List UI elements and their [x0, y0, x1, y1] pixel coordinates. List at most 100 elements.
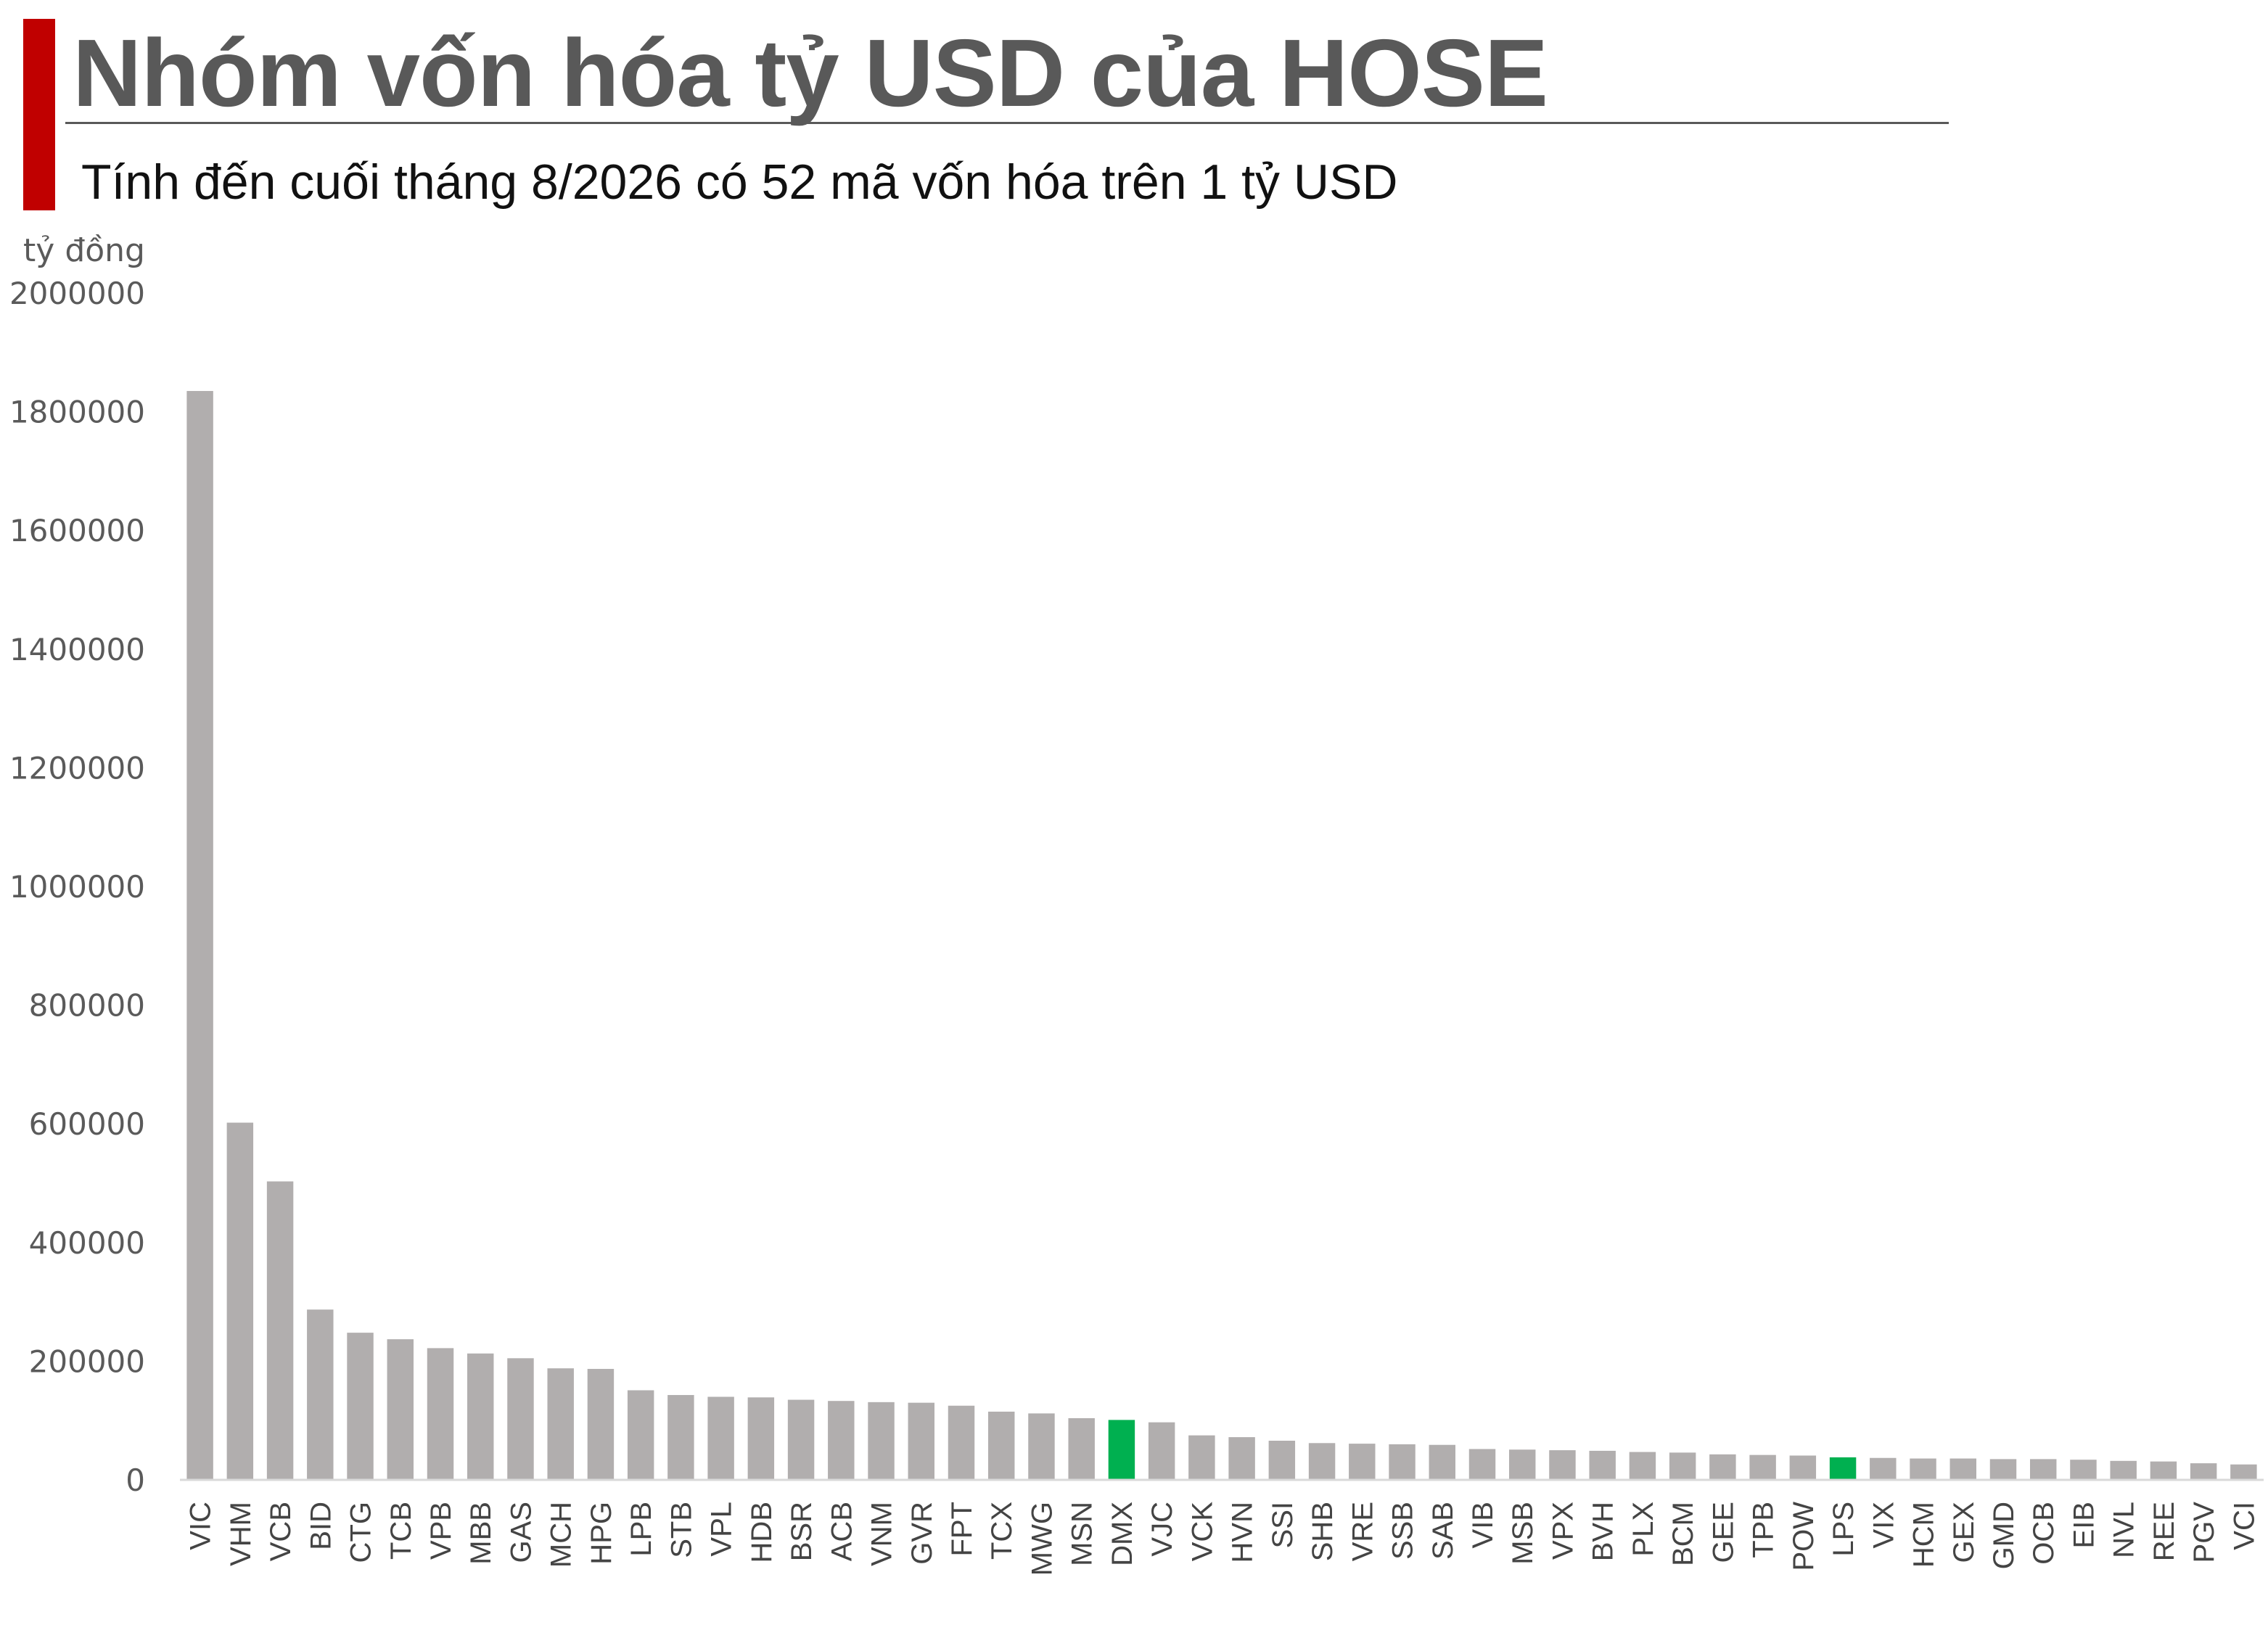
bar-fpt — [948, 1405, 975, 1480]
x-tick-label: TCX — [986, 1502, 1018, 1560]
y-tick-label: 1400000 — [9, 632, 145, 667]
bar-msn — [1068, 1417, 1095, 1480]
title-accent-bar — [23, 19, 55, 210]
y-tick-label: 0 — [126, 1462, 145, 1498]
x-tick-label: TPB — [1748, 1502, 1780, 1558]
x-tick-label: LPB — [625, 1502, 657, 1557]
bar-bid — [307, 1309, 334, 1480]
x-tick-label: STB — [665, 1502, 697, 1558]
bar-lpb — [627, 1390, 654, 1480]
bar-mbb — [467, 1353, 494, 1480]
x-tick-label: VHM — [225, 1502, 257, 1566]
x-tick-label: GVR — [906, 1502, 938, 1565]
y-tick-label: 600000 — [29, 1106, 145, 1142]
x-axis: VIC VHM VCB BID CTG TCB VPB MBB GAS MCH HPG LPB STB V… — [180, 1478, 2264, 1576]
x-tick-label: MBB — [465, 1502, 497, 1565]
x-tick-label: EIB — [2068, 1502, 2100, 1548]
bar-chart: tỷ đồng 0 200000 400000 600000 800000 1000000 1… — [9, 232, 2264, 1576]
x-tick-label: HDB — [746, 1502, 778, 1563]
x-tick-label: MSN — [1067, 1502, 1098, 1566]
bar-mch — [547, 1368, 574, 1480]
bar-vci — [2230, 1464, 2257, 1480]
x-tick-label: LPS — [1828, 1502, 1860, 1557]
bar-bsr — [787, 1399, 815, 1480]
x-tick-label: GEX — [1948, 1502, 1980, 1563]
bar-bvh — [1589, 1450, 1616, 1480]
x-tick-label: VJC — [1146, 1502, 1178, 1557]
bar-hcm — [1910, 1458, 1936, 1480]
bar-ree — [2150, 1461, 2177, 1480]
x-tick-label: PLX — [1627, 1502, 1659, 1557]
bar-sab — [1429, 1444, 1455, 1480]
x-tick-label: TCB — [385, 1502, 417, 1560]
x-tick-label: VNM — [866, 1502, 898, 1566]
x-tick-label: VPB — [425, 1502, 457, 1560]
x-tick-label: GMD — [1988, 1502, 2020, 1569]
bar-vjc — [1148, 1422, 1175, 1480]
bar-plx — [1629, 1452, 1656, 1480]
bar-vib — [1468, 1449, 1496, 1480]
bar-ssi — [1268, 1441, 1296, 1480]
x-tick-label: VRE — [1347, 1502, 1379, 1561]
x-tick-label: MWG — [1026, 1502, 1058, 1576]
bar-vcb — [266, 1181, 294, 1480]
x-tick-label: BCM — [1667, 1502, 1699, 1566]
bar-hdb — [747, 1397, 775, 1480]
page-subtitle: Tính đến cuối tháng 8/2026 có 52 mã vốn … — [81, 155, 1398, 210]
x-tick-label: FPT — [946, 1502, 978, 1557]
x-tick-label: HPG — [586, 1502, 617, 1565]
x-tick-label: VIC — [185, 1502, 217, 1550]
x-tick-label: ACB — [826, 1502, 858, 1561]
y-tick-label: 1600000 — [9, 513, 145, 548]
x-tick-label: SAB — [1427, 1502, 1459, 1560]
x-tick-label: VCI — [2228, 1502, 2260, 1550]
x-tick-label: BSR — [786, 1502, 818, 1561]
bar-tcb — [387, 1339, 414, 1480]
bar-eib — [2070, 1460, 2097, 1480]
x-tick-label: SSI — [1267, 1502, 1299, 1548]
bar-ctg — [347, 1333, 374, 1480]
bar-vhm — [226, 1122, 254, 1480]
x-tick-label: VIB — [1467, 1502, 1499, 1548]
x-tick-label: DMX — [1106, 1502, 1138, 1566]
bar-lps — [1829, 1457, 1857, 1480]
bar-gex — [1949, 1458, 1976, 1480]
x-tick-label: CTG — [345, 1502, 377, 1563]
x-tick-label: SSB — [1387, 1502, 1419, 1560]
bar-bcm — [1669, 1452, 1696, 1480]
x-tick-label: GAS — [505, 1502, 537, 1563]
x-tick-label: PGV — [2188, 1502, 2220, 1563]
y-axis-unit-label: tỷ đồng — [23, 232, 145, 269]
bar-mwg — [1028, 1413, 1055, 1480]
bar-ocb — [2030, 1459, 2057, 1480]
x-tick-label: REE — [2148, 1502, 2180, 1561]
bar-pgv — [2190, 1463, 2217, 1480]
bar-vpl — [707, 1396, 734, 1480]
bar-nvl — [2110, 1460, 2137, 1480]
x-tick-label: MSB — [1507, 1502, 1539, 1565]
bar-vpx — [1549, 1450, 1576, 1480]
x-tick-label: VCK — [1186, 1502, 1218, 1562]
bar-gmd — [1989, 1459, 2017, 1480]
y-tick-label: 1800000 — [9, 395, 145, 430]
bar-vix — [1870, 1457, 1897, 1480]
x-tick-label: HCM — [1908, 1502, 1940, 1568]
bar-msb — [1509, 1449, 1536, 1480]
y-tick-label: 800000 — [29, 988, 145, 1024]
bar-tcx — [988, 1411, 1015, 1480]
bar-stb — [667, 1395, 694, 1480]
bar-vpb — [427, 1348, 454, 1480]
page-title: Nhóm vốn hóa tỷ USD của HOSE — [73, 20, 1548, 126]
y-tick-label: 1000000 — [9, 869, 145, 905]
bar-tpb — [1749, 1454, 1776, 1480]
y-tick-label: 2000000 — [9, 276, 145, 311]
bar-ssb — [1389, 1444, 1416, 1480]
bar-dmx — [1108, 1420, 1135, 1480]
x-tick-label: HVN — [1227, 1502, 1259, 1563]
x-tick-label: NVL — [2108, 1502, 2140, 1558]
bar-gee — [1709, 1454, 1736, 1480]
x-tick-label: BID — [305, 1502, 337, 1550]
title-underline — [65, 122, 1949, 124]
x-tick-label: SHB — [1307, 1502, 1339, 1561]
y-tick-label: 1200000 — [9, 750, 145, 786]
